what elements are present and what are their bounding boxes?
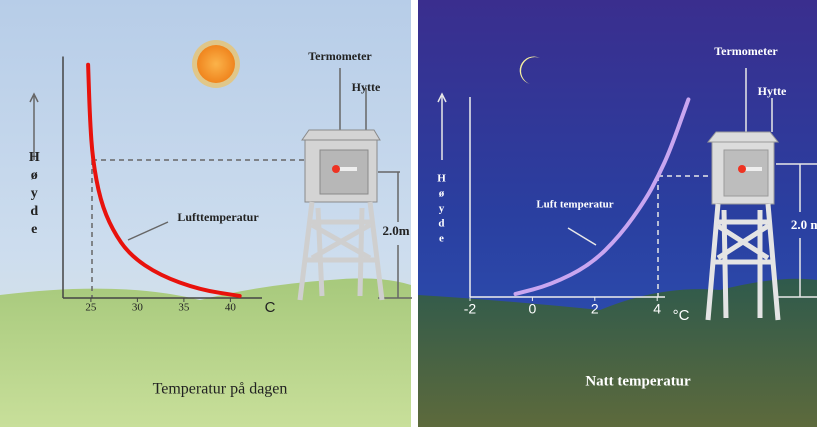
x-tick-label: 25 <box>85 302 97 314</box>
x-tick-label: -2 <box>464 301 477 317</box>
x-axis-label: C <box>265 299 276 316</box>
hut-label: Hytte <box>352 80 381 94</box>
hut-label: Hytte <box>758 84 787 98</box>
chart-title: Natt temperatur <box>585 373 691 389</box>
x-axis-label: °C <box>673 307 690 324</box>
night-panel <box>418 0 817 427</box>
x-tick-label: 35 <box>178 302 190 314</box>
x-tick-label: 4 <box>653 301 661 317</box>
x-tick-label: 0 <box>529 301 537 317</box>
thermometer-label: Termometer <box>308 49 372 63</box>
y-axis-label: Høyde <box>27 150 42 240</box>
x-tick-label: 2 <box>591 301 599 317</box>
curve-label: Lufttemperatur <box>177 210 259 224</box>
height-label: 2.0m <box>382 223 409 238</box>
height-label: 2.0 m <box>791 217 817 232</box>
y-axis-label: Høyde <box>435 173 447 248</box>
x-tick-label: 30 <box>132 302 144 314</box>
chart-title: Temperatur på dagen <box>153 381 288 398</box>
x-tick-label: 40 <box>225 302 237 314</box>
page: 25303540Temperatur på dagenCHøydeTermome… <box>0 0 817 427</box>
curve-label: Luft temperatur <box>536 199 613 211</box>
thermometer-label: Termometer <box>714 44 778 58</box>
